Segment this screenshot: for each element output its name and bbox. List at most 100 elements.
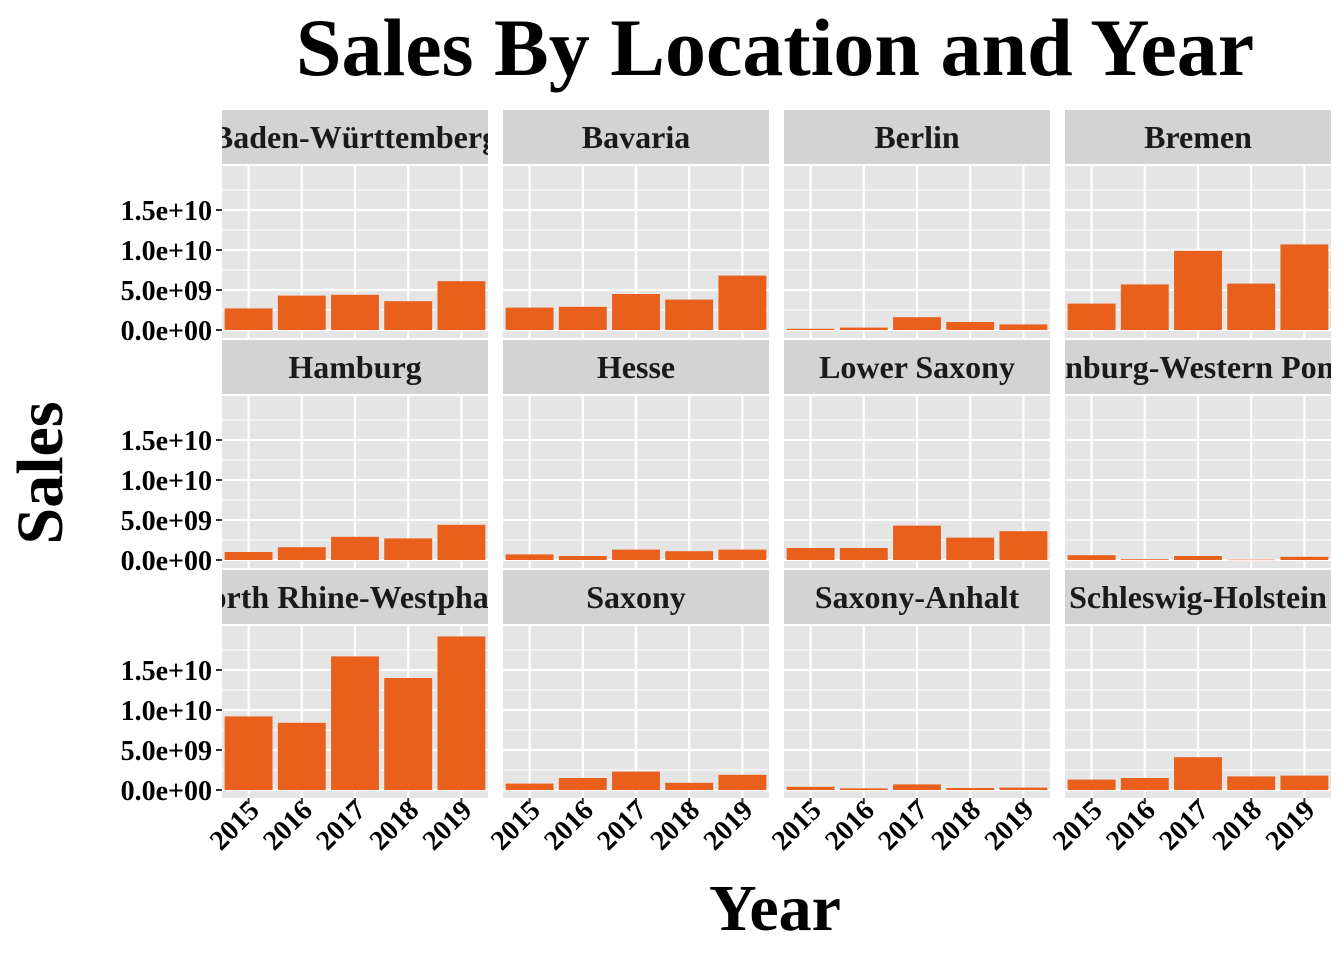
y-axes: 0.0e+00 5.0e+09 1.0e+10 1.5e+10 0.0e+00 5.0e+… (121, 196, 222, 807)
bar (1067, 779, 1116, 790)
bar (1227, 559, 1276, 561)
facet-strip (222, 570, 488, 624)
bar (665, 782, 714, 790)
facet-strip-label: North Rhine-Westphalia (187, 579, 522, 615)
x-tick-label: 2017 (310, 795, 372, 857)
bar (277, 547, 326, 560)
facet-panel: Mecklenburg-Western Pomerania (966, 340, 1344, 568)
bar (1174, 556, 1222, 560)
y-tick-label: 1.0e+10 (121, 236, 212, 267)
facet-panel: Hesse (503, 340, 769, 568)
y-tick-label: 0.0e+00 (121, 776, 212, 807)
bar (946, 322, 995, 330)
bar (893, 784, 941, 790)
bar (612, 771, 660, 790)
facet-panel: Bavaria (503, 110, 769, 338)
facet-strip-label: Mecklenburg-Western Pomerania (966, 349, 1344, 385)
facet-strip (503, 570, 769, 624)
facet-strip-label: Bavaria (582, 119, 690, 155)
bar (999, 531, 1048, 560)
facet-panel: North Rhine-Westphalia (187, 570, 522, 798)
bar (839, 548, 888, 560)
bar (1174, 250, 1222, 330)
bar (893, 317, 941, 330)
y-tick-label: 1.5e+10 (121, 196, 212, 227)
bar (384, 301, 433, 330)
bar (505, 554, 554, 560)
y-tick-label: 0.0e+00 (121, 546, 212, 577)
facet-strip (1065, 570, 1331, 624)
bar (718, 549, 767, 560)
bar (1120, 559, 1169, 560)
facet-panel: Berlin (784, 110, 1050, 338)
x-tick-label: 2016 (257, 795, 319, 857)
facet-panel: Hamburg (222, 340, 488, 568)
bar (946, 788, 995, 790)
facet-strip-label: Bremen (1144, 119, 1252, 155)
facet-strip (1065, 110, 1331, 164)
bar (786, 328, 835, 330)
facet-strip (222, 340, 488, 394)
bar (1067, 555, 1116, 560)
bar (665, 299, 714, 330)
x-tick-label: 2019 (979, 795, 1041, 857)
bar (718, 275, 767, 330)
bar (612, 549, 660, 560)
facet-panel: Schleswig-Holstein (1065, 570, 1331, 798)
y-axis-title: Sales (4, 401, 77, 544)
bar (1280, 244, 1329, 330)
bar (612, 294, 660, 330)
y-tick-label: 1.0e+10 (121, 696, 212, 727)
bar (558, 778, 607, 790)
bar (224, 716, 273, 790)
x-tick-label: 2016 (819, 795, 881, 857)
y-tick-label: 1.5e+10 (121, 656, 212, 687)
bar (1067, 303, 1116, 330)
facet-panel: Lower Saxony (784, 340, 1050, 568)
facet-strip (503, 340, 769, 394)
facet-strip-label: Lower Saxony (819, 349, 1015, 385)
bar (505, 307, 554, 330)
bar (1280, 775, 1329, 790)
bar (224, 552, 273, 560)
facet-strip-label: Saxony-Anhalt (815, 579, 1020, 615)
bar (718, 774, 767, 790)
x-tick-label: 2015 (766, 795, 828, 857)
facet-strip (503, 110, 769, 164)
x-tick-label: 2017 (1153, 795, 1215, 857)
x-tick-label: 2018 (645, 795, 707, 857)
y-tick-label: 1.0e+10 (121, 466, 212, 497)
facet-strip-label: Berlin (874, 119, 960, 155)
bar (437, 281, 486, 330)
bar (384, 538, 433, 560)
facet-strip (784, 340, 1050, 394)
bar (277, 722, 326, 790)
x-tick-label: 2017 (591, 795, 653, 857)
bar (331, 294, 379, 330)
x-tick-label: 2019 (417, 795, 479, 857)
facet-strip-label: Baden-Württemberg (212, 119, 498, 155)
facet-panel: Bremen (1065, 110, 1331, 338)
facet-strip-label: Schleswig-Holstein (1069, 579, 1327, 615)
bar (558, 306, 607, 330)
facet-strip (784, 570, 1050, 624)
bar (224, 308, 273, 330)
x-tick-label: 2017 (872, 795, 934, 857)
bar (893, 525, 941, 560)
bar (946, 537, 995, 560)
bar (1280, 556, 1329, 560)
x-tick-label: 2015 (1047, 795, 1109, 857)
bar (437, 636, 486, 790)
facet-panels: Baden-Württemberg Bavaria Berlin Bremen Hamb… (187, 110, 1344, 798)
x-tick-label: 2018 (1207, 795, 1269, 857)
y-tick-label: 0.0e+00 (121, 316, 212, 347)
x-tick-label: 2016 (538, 795, 600, 857)
facet-strip-label: Hesse (597, 349, 675, 385)
y-tick-label: 5.0e+09 (121, 736, 212, 767)
x-axis-title: Year (709, 872, 841, 945)
x-tick-label: 2019 (698, 795, 760, 857)
y-tick-label: 5.0e+09 (121, 506, 212, 537)
facet-strip-label: Hamburg (288, 349, 421, 385)
